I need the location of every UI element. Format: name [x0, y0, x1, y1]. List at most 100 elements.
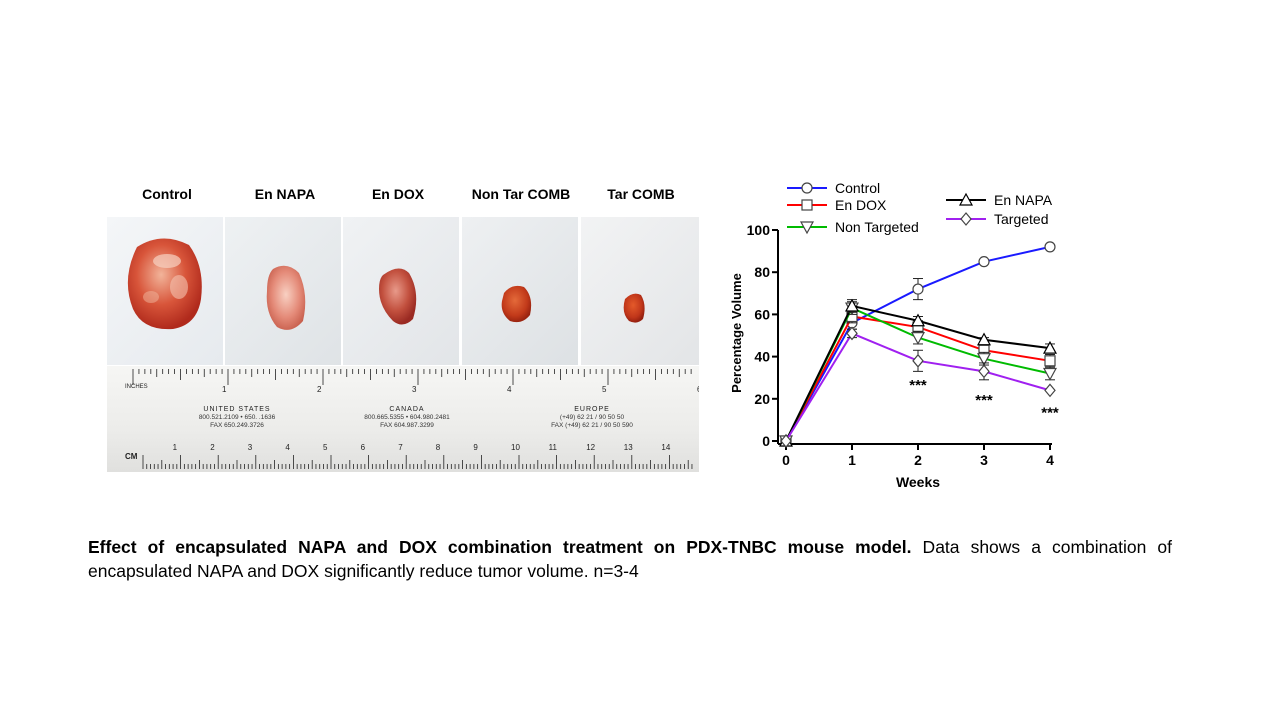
data-point	[910, 332, 926, 345]
ruler-cm-number: 14	[661, 443, 670, 452]
ruler-region-head: CANADA	[389, 406, 425, 413]
ruler-inch-number: 1	[222, 385, 227, 394]
caption-text: Data shows a combination of encapsulated…	[88, 537, 1172, 581]
legend-item: En NAPA	[946, 192, 1053, 208]
ruler-inch-number: 6	[697, 385, 699, 394]
legend-marker	[801, 199, 813, 211]
legend-item: Control	[787, 180, 880, 196]
legend-item: En DOX	[787, 197, 887, 213]
tumor-image-non-tar-comb	[501, 285, 532, 323]
significance-annotation: ***	[909, 377, 927, 394]
ruler-region-head: UNITED STATES	[203, 406, 271, 413]
ruler-region-line: (+49) 62 21 / 90 50 50	[559, 414, 625, 421]
photo-label-en-napa: En NAPA	[254, 186, 316, 202]
ruler-cm-number: 4	[285, 443, 290, 452]
ruler-cm-number: 2	[210, 443, 215, 452]
x-axis-label: Weeks	[896, 474, 940, 490]
ruler-region-line: 800.665.5355 • 604.980.2481	[364, 414, 450, 421]
ruler-region-line: FAX 650.249.3726	[210, 422, 264, 429]
data-point	[912, 283, 924, 295]
legend-label: Control	[835, 180, 880, 196]
ruler-region-line: FAX (+49) 62 21 / 90 50 590	[551, 422, 633, 429]
ruler-cm-number: 3	[248, 443, 253, 452]
figure-caption: Effect of encapsulated NAPA and DOX comb…	[88, 535, 1172, 583]
legend-marker	[958, 192, 974, 206]
ruler-cm-number: 13	[624, 443, 633, 452]
ruler-cm-number: 11	[549, 443, 558, 452]
ruler-region-line: FAX 604.987.3299	[380, 422, 434, 429]
legend-item: Non Targeted	[787, 219, 919, 235]
x-tick-label: 3	[980, 452, 988, 468]
ruler-region-line: 800.521.2109 • 650. .1636	[198, 414, 276, 421]
y-tick-label: 0	[762, 433, 770, 449]
legend-label: En DOX	[835, 197, 887, 213]
data-point	[978, 364, 990, 379]
legend-marker	[960, 212, 972, 226]
ruler-inch-number: 5	[602, 385, 607, 394]
ruler-inch-number: 3	[412, 385, 417, 394]
data-point	[910, 313, 926, 327]
chart-series: *** *** ***	[778, 241, 1059, 449]
ruler-cm-number: 7	[398, 443, 403, 452]
data-point	[844, 298, 860, 312]
data-point	[1042, 340, 1058, 354]
chart-axes: 0 20 40 60 80 100 0 1 2 3 4	[747, 222, 1054, 468]
x-tick-label: 0	[782, 452, 790, 468]
tumor-image-en-napa	[266, 265, 306, 330]
ruler-region-us: UNITED STATES 800.521.2109 • 650. .1636 …	[157, 406, 317, 430]
photo-label-tar-comb: Tar COMB	[607, 186, 675, 202]
ruler-cm-number: 8	[436, 443, 441, 452]
ruler-ticks: 123456123456789101112131415	[132, 369, 699, 469]
ruler-cm-label: CM	[125, 452, 138, 461]
data-point	[1044, 383, 1056, 398]
data-point	[976, 332, 992, 346]
tumor-photo-panel: Control En NAPA En DOX Non Tar COMB Tar …	[107, 180, 699, 472]
caption-bold: Effect of encapsulated NAPA and DOX comb…	[88, 537, 912, 557]
photo-tile-tar-comb	[581, 217, 699, 365]
ruler-region-canada: CANADA 800.665.5355 • 604.980.2481 FAX 6…	[327, 406, 487, 430]
ruler-cm-number: 5	[323, 443, 328, 452]
photo-label-control: Control	[142, 186, 192, 202]
photo-tile-en-dox	[343, 217, 459, 365]
tumor-image-en-dox	[379, 268, 417, 325]
legend-label: Targeted	[994, 211, 1048, 227]
data-point	[1044, 241, 1056, 253]
y-tick-label: 60	[754, 306, 770, 322]
ruler-region-head: EUROPE	[574, 406, 610, 413]
y-tick-label: 20	[754, 391, 770, 407]
x-tick-label: 4	[1046, 452, 1054, 468]
legend-marker	[801, 182, 813, 194]
x-tick-label: 1	[848, 452, 856, 468]
ruler-cm-number: 1	[173, 443, 178, 452]
photo-tile-en-napa	[225, 217, 341, 365]
legend-marker	[799, 221, 815, 235]
data-point	[846, 326, 858, 341]
significance-annotation: ***	[1041, 404, 1059, 421]
y-tick-label: 100	[747, 222, 771, 238]
y-tick-label: 40	[754, 349, 770, 365]
photo-tile-non-tar-comb	[462, 217, 578, 365]
legend-label: Non Targeted	[835, 219, 919, 235]
series-targeted	[780, 326, 1056, 448]
tumor-image-control	[127, 238, 202, 330]
tumor-image-tar-comb	[623, 293, 645, 323]
ruler-cm-number: 10	[511, 443, 520, 452]
ruler-cm-number: 9	[473, 443, 478, 452]
measurement-ruler: 123456123456789101112131415 INCHES CM UN…	[107, 366, 699, 472]
x-tick-label: 2	[914, 452, 922, 468]
ruler-cm-number: 6	[361, 443, 366, 452]
ruler-region-europe: EUROPE (+49) 62 21 / 90 50 50 FAX (+49) …	[507, 406, 677, 430]
y-tick-label: 80	[754, 264, 770, 280]
data-point	[912, 353, 924, 368]
data-point	[780, 434, 792, 448]
legend-label: En NAPA	[994, 192, 1053, 208]
ruler-inch-number: 4	[507, 385, 512, 394]
y-axis-label: Percentage Volume	[729, 273, 744, 393]
data-point	[1044, 355, 1056, 367]
legend-item: Targeted	[946, 211, 1048, 227]
data-point	[1042, 367, 1058, 381]
photo-tile-control	[107, 217, 223, 365]
ruler-cm-number: 12	[586, 443, 595, 452]
significance-annotation: ***	[975, 392, 993, 409]
